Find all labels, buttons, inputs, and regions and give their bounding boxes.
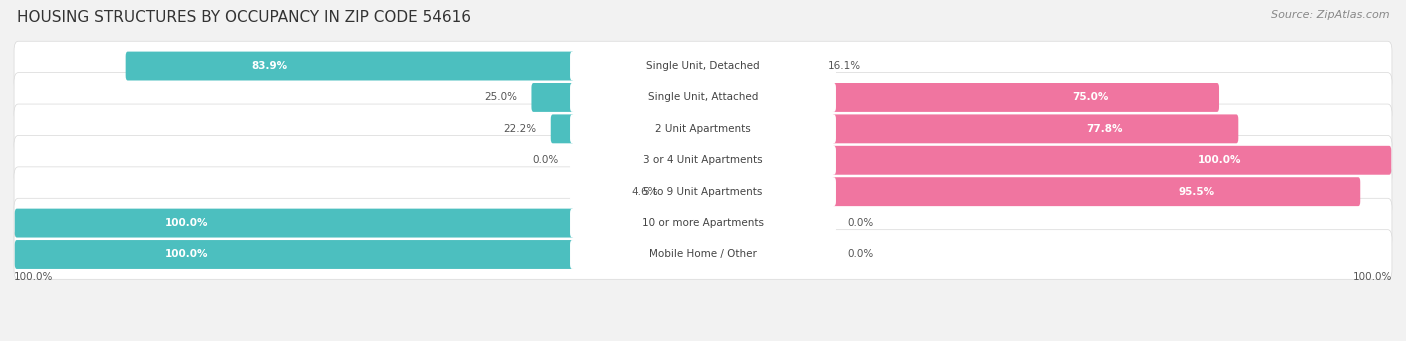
Text: 77.8%: 77.8% [1087,124,1123,134]
FancyBboxPatch shape [569,83,837,112]
Text: 16.1%: 16.1% [828,61,860,71]
Text: 4.6%: 4.6% [631,187,658,197]
Text: 100.0%: 100.0% [165,218,208,228]
Text: 3 or 4 Unit Apartments: 3 or 4 Unit Apartments [643,155,763,165]
FancyBboxPatch shape [14,209,574,238]
Text: 100.0%: 100.0% [1353,272,1392,282]
FancyBboxPatch shape [569,177,837,206]
Text: 25.0%: 25.0% [484,92,517,102]
FancyBboxPatch shape [569,240,837,269]
Text: 100.0%: 100.0% [1198,155,1241,165]
FancyBboxPatch shape [14,230,1392,279]
FancyBboxPatch shape [551,115,574,143]
Text: 0.0%: 0.0% [531,155,558,165]
FancyBboxPatch shape [832,115,1239,143]
Text: 0.0%: 0.0% [848,218,875,228]
FancyBboxPatch shape [14,167,1392,217]
FancyBboxPatch shape [14,198,1392,248]
Text: 0.0%: 0.0% [848,250,875,260]
Text: 75.0%: 75.0% [1073,92,1109,102]
FancyBboxPatch shape [14,73,1392,122]
Text: 100.0%: 100.0% [14,272,53,282]
Text: Single Unit, Detached: Single Unit, Detached [647,61,759,71]
FancyBboxPatch shape [14,104,1392,154]
FancyBboxPatch shape [125,51,574,80]
FancyBboxPatch shape [14,41,1392,91]
Text: 10 or more Apartments: 10 or more Apartments [643,218,763,228]
FancyBboxPatch shape [531,83,574,112]
Text: 22.2%: 22.2% [503,124,536,134]
Text: HOUSING STRUCTURES BY OCCUPANCY IN ZIP CODE 54616: HOUSING STRUCTURES BY OCCUPANCY IN ZIP C… [17,10,471,25]
FancyBboxPatch shape [569,115,837,143]
Text: Mobile Home / Other: Mobile Home / Other [650,250,756,260]
FancyBboxPatch shape [569,209,837,238]
Text: 95.5%: 95.5% [1178,187,1215,197]
FancyBboxPatch shape [14,135,1392,185]
Text: 100.0%: 100.0% [165,250,208,260]
FancyBboxPatch shape [569,146,837,175]
Text: 2 Unit Apartments: 2 Unit Apartments [655,124,751,134]
FancyBboxPatch shape [832,177,1360,206]
FancyBboxPatch shape [14,240,574,269]
FancyBboxPatch shape [569,51,837,80]
Text: 83.9%: 83.9% [252,61,288,71]
Text: Source: ZipAtlas.com: Source: ZipAtlas.com [1271,10,1389,20]
FancyBboxPatch shape [832,146,1392,175]
Text: Single Unit, Attached: Single Unit, Attached [648,92,758,102]
FancyBboxPatch shape [832,83,1219,112]
Text: 5 to 9 Unit Apartments: 5 to 9 Unit Apartments [644,187,762,197]
